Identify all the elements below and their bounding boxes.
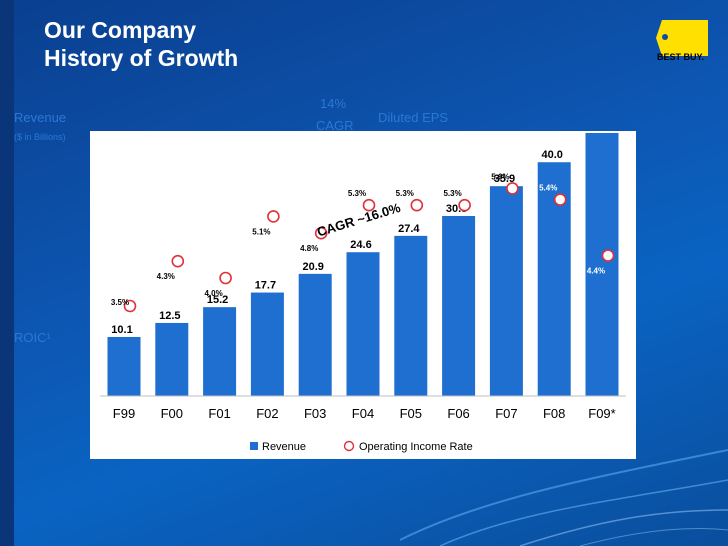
oi-rate-dot-6 [410,198,424,212]
revenue-label-0: 10.1 [111,324,132,336]
category-label-9: F08 [543,406,565,421]
category-label-10: F09* [588,406,615,421]
oi-rate-dot-1 [171,254,185,268]
revenue-label-8: 35.9 [494,173,515,185]
revenue-chart: 10.1 F99 3.5% 12.5 F00 4.3% 15.2 F01 4.0% 17.7 F02… [100,120,626,453]
revenue-bar-2 [203,307,237,396]
revenue-bar-0 [107,336,141,396]
legend-revenue-label: Revenue [262,441,306,453]
legend-oi-swatch [343,440,355,452]
oi-rate-label-9: 5.4% [539,184,557,193]
legend-revenue-swatch [250,442,258,450]
revenue-label-5: 24.6 [350,239,371,251]
revenue-bar-8 [489,186,523,396]
oi-rate-label-10: 4.4% [587,267,605,276]
oi-rate-label-4: 4.8% [300,244,318,253]
revenue-label-1: 12.5 [159,310,180,322]
revenue-label-3: 17.7 [255,280,276,292]
oi-rate-label-7: 5.3% [443,189,461,198]
category-label-6: F05 [400,406,422,421]
faint-revenue-label: Revenue [14,110,67,125]
oi-rate-label-3: 5.1% [252,227,270,236]
category-label-5: F04 [352,406,374,421]
category-label-3: F02 [256,406,278,421]
decorative-swirl [400,449,728,546]
oi-rate-label-5: 5.3% [348,189,366,198]
best-buy-logo-text: BEST BUY. [657,52,705,62]
revenue-bar-3 [250,292,284,396]
title-line-2: History of Growth [44,45,239,71]
oi-rate-dot-5 [362,198,376,212]
revenue-bar-6 [394,235,428,396]
revenue-bar-1 [155,322,189,396]
oi-rate-dot-8 [506,182,519,195]
left-accent-bar [0,0,14,546]
oi-rate-label-0: 3.5% [111,298,129,307]
revenue-bar-4 [298,273,332,396]
slide-title: Our Company History of Growth [44,16,238,72]
oi-rate-dot-3 [267,210,280,223]
category-label-4: F03 [304,406,326,421]
revenue-bar-5 [346,252,380,396]
oi-rate-dot-9 [553,193,567,206]
faint-cagr-percent: 14% [320,96,347,111]
oi-rate-dot-10 [601,249,615,262]
best-buy-tag-icon [656,20,708,56]
revenue-bar-7 [442,215,476,396]
category-label-0: F99 [113,406,135,421]
oi-rate-dot-7 [458,198,471,212]
oi-rate-label-8: 5.6% [491,172,509,181]
category-label-8: F07 [495,406,517,421]
revenue-label-6: 27.4 [398,223,420,235]
revenue-label-2: 15.2 [207,294,228,306]
faint-roic-label: ROIC¹ [14,330,51,345]
category-label-2: F01 [208,406,230,421]
oi-rate-label-1: 4.3% [157,272,175,281]
legend-oi-label: Operating Income Rate [359,441,473,453]
revenue-label-4: 20.9 [302,261,323,273]
oi-rate-label-2: 4.0% [204,289,222,298]
chart-panel: 10.1 F99 3.5% 12.5 F00 4.3% 15.2 F01 4.0% 17.7 F02… [90,120,636,459]
revenue-bar-10 [585,133,619,396]
category-label-7: F06 [447,406,469,421]
oi-rate-dot-4 [314,226,328,240]
oi-rate-label-6: 5.3% [396,189,414,198]
revenue-label-10: 45.0 [589,131,610,132]
faint-eps-label: Diluted EPS [378,110,449,125]
oi-rate-dot-2 [219,271,232,285]
faint-cagr-label: CAGR [316,118,354,133]
revenue-label-9: 40.0 [541,149,562,161]
title-line-1: Our Company [44,17,197,43]
cagr-annotation: CAGR ~16.0% [315,200,402,240]
faint-billions-label: ($ in Billions) [14,132,66,142]
oi-rate-dot-0 [123,299,137,313]
category-label-1: F00 [161,406,183,421]
